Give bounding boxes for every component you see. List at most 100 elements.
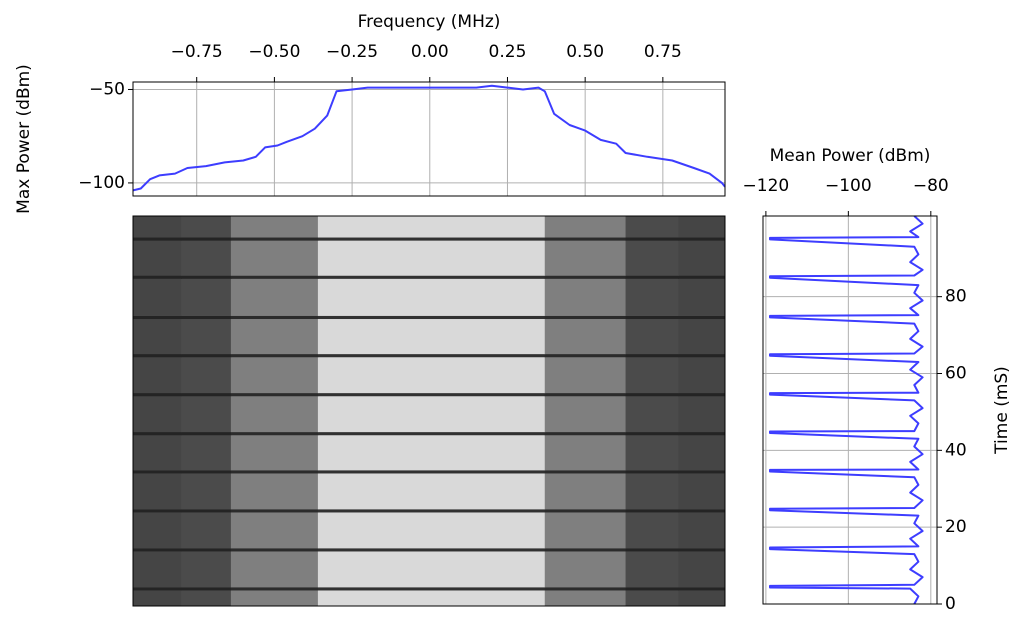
- heatmap-cell: [544, 353, 627, 358]
- heatmap-cell: [133, 353, 182, 358]
- heatmap-cell: [544, 240, 627, 276]
- heatmap-cell: [181, 356, 232, 394]
- heatmap-cell: [230, 473, 319, 510]
- heatmap-cell: [625, 509, 679, 513]
- heatmap-cell: [544, 315, 627, 320]
- axes-frame: [132, 81, 726, 197]
- heatmap-cell: [181, 551, 232, 588]
- heatmap-cell: [678, 315, 726, 320]
- heatmap-cell: [625, 395, 679, 433]
- heatmap-cell: [133, 237, 182, 241]
- y-tick-label: 40: [945, 440, 967, 460]
- heatmap-cell: [625, 551, 679, 588]
- heatmap-cell: [678, 237, 726, 241]
- heatmap-cell: [544, 392, 627, 397]
- heatmap-cell: [317, 473, 546, 510]
- heatmap-cell: [133, 470, 182, 474]
- heatmap-cell: [678, 512, 726, 549]
- heatmap-cell: [678, 473, 726, 510]
- heatmap-cell: [317, 318, 546, 355]
- heatmap-cell: [181, 431, 232, 436]
- heatmap-cell: [133, 275, 182, 279]
- heatmap-cell: [544, 470, 627, 474]
- axes-frame: [762, 215, 938, 605]
- heatmap-cell: [678, 392, 726, 397]
- heatmap-cell: [230, 431, 319, 436]
- heatmap-cell: [133, 590, 182, 607]
- data-line: [769, 215, 924, 605]
- heatmap-cell: [181, 470, 232, 474]
- heatmap-cell: [544, 551, 627, 588]
- x-axis-label: Mean Power (dBm): [770, 146, 931, 166]
- heatmap-cell: [230, 548, 319, 552]
- heatmap-cell: [544, 434, 627, 471]
- heatmap-cell: [544, 512, 627, 549]
- heatmap-cell: [678, 548, 726, 552]
- heatmap-cell: [181, 473, 232, 510]
- heatmap-cell: [317, 512, 546, 549]
- heatmap-cell: [181, 512, 232, 549]
- heatmap-cell: [317, 278, 546, 316]
- heatmap-cell: [625, 548, 679, 552]
- heatmap-cell: [133, 318, 182, 355]
- heatmap-cell: [181, 240, 232, 276]
- heatmap-cell: [678, 434, 726, 471]
- heatmap-cell: [625, 470, 679, 474]
- x-axis-label: Frequency (MHz): [358, 12, 501, 32]
- heatmap-cell: [625, 392, 679, 397]
- heatmap-cell: [317, 587, 546, 591]
- heatmap-cell: [678, 509, 726, 513]
- heatmap-cell: [230, 240, 319, 276]
- heatmap-cell: [181, 237, 232, 241]
- heatmap-cell: [230, 392, 319, 397]
- x-tick-label: −100: [825, 176, 872, 196]
- x-tick-label: −120: [743, 176, 790, 196]
- heatmap-cell: [678, 216, 726, 238]
- heatmap-cell: [230, 318, 319, 355]
- heatmap-cell: [678, 470, 726, 474]
- heatmap-cell: [230, 470, 319, 474]
- y-tick-label: 60: [945, 364, 967, 384]
- heatmap-cell: [544, 278, 627, 316]
- heatmap-cell: [230, 237, 319, 241]
- heatmap-cell: [230, 512, 319, 549]
- x-tick-label: 0.00: [411, 42, 449, 62]
- data-line: [132, 84, 726, 192]
- heatmap-cell: [544, 587, 627, 591]
- heatmap-cell: [317, 237, 546, 241]
- heatmap-cell: [317, 356, 546, 394]
- heatmap-cell: [230, 395, 319, 433]
- heatmap-cell: [317, 216, 546, 238]
- y-tick-label: −100: [78, 173, 125, 193]
- y-axis-label: Time (mS): [992, 366, 1012, 455]
- heatmap-cell: [544, 590, 627, 607]
- heatmap-cell: [181, 216, 232, 238]
- heatmap-cell: [181, 318, 232, 355]
- heatmap-cell: [317, 275, 546, 279]
- heatmap-cell: [181, 590, 232, 607]
- heatmap-cell: [230, 356, 319, 394]
- heatmap-cell: [544, 473, 627, 510]
- heatmap-cell: [625, 434, 679, 471]
- heatmap-cell: [625, 240, 679, 276]
- heatmap-cell: [230, 275, 319, 279]
- heatmap-cell: [181, 509, 232, 513]
- heatmap-cell: [133, 434, 182, 471]
- heatmap-cell: [317, 395, 546, 433]
- heatmap-cell: [625, 318, 679, 355]
- heatmap-cell: [181, 395, 232, 433]
- x-tick-label: −0.25: [326, 42, 378, 62]
- heatmap-cell: [230, 216, 319, 238]
- heatmap-cell: [230, 353, 319, 358]
- heatmap-cell: [181, 587, 232, 591]
- heatmap-cell: [133, 587, 182, 591]
- axes-frame: [132, 215, 726, 607]
- heatmap-cell: [678, 590, 726, 607]
- heatmap-cell: [317, 240, 546, 276]
- heatmap-cell: [181, 275, 232, 279]
- heatmap-cell: [625, 278, 679, 316]
- heatmap-cell: [230, 551, 319, 588]
- heatmap-cell: [230, 315, 319, 320]
- heatmap-cell: [544, 395, 627, 433]
- heatmap-cell: [230, 509, 319, 513]
